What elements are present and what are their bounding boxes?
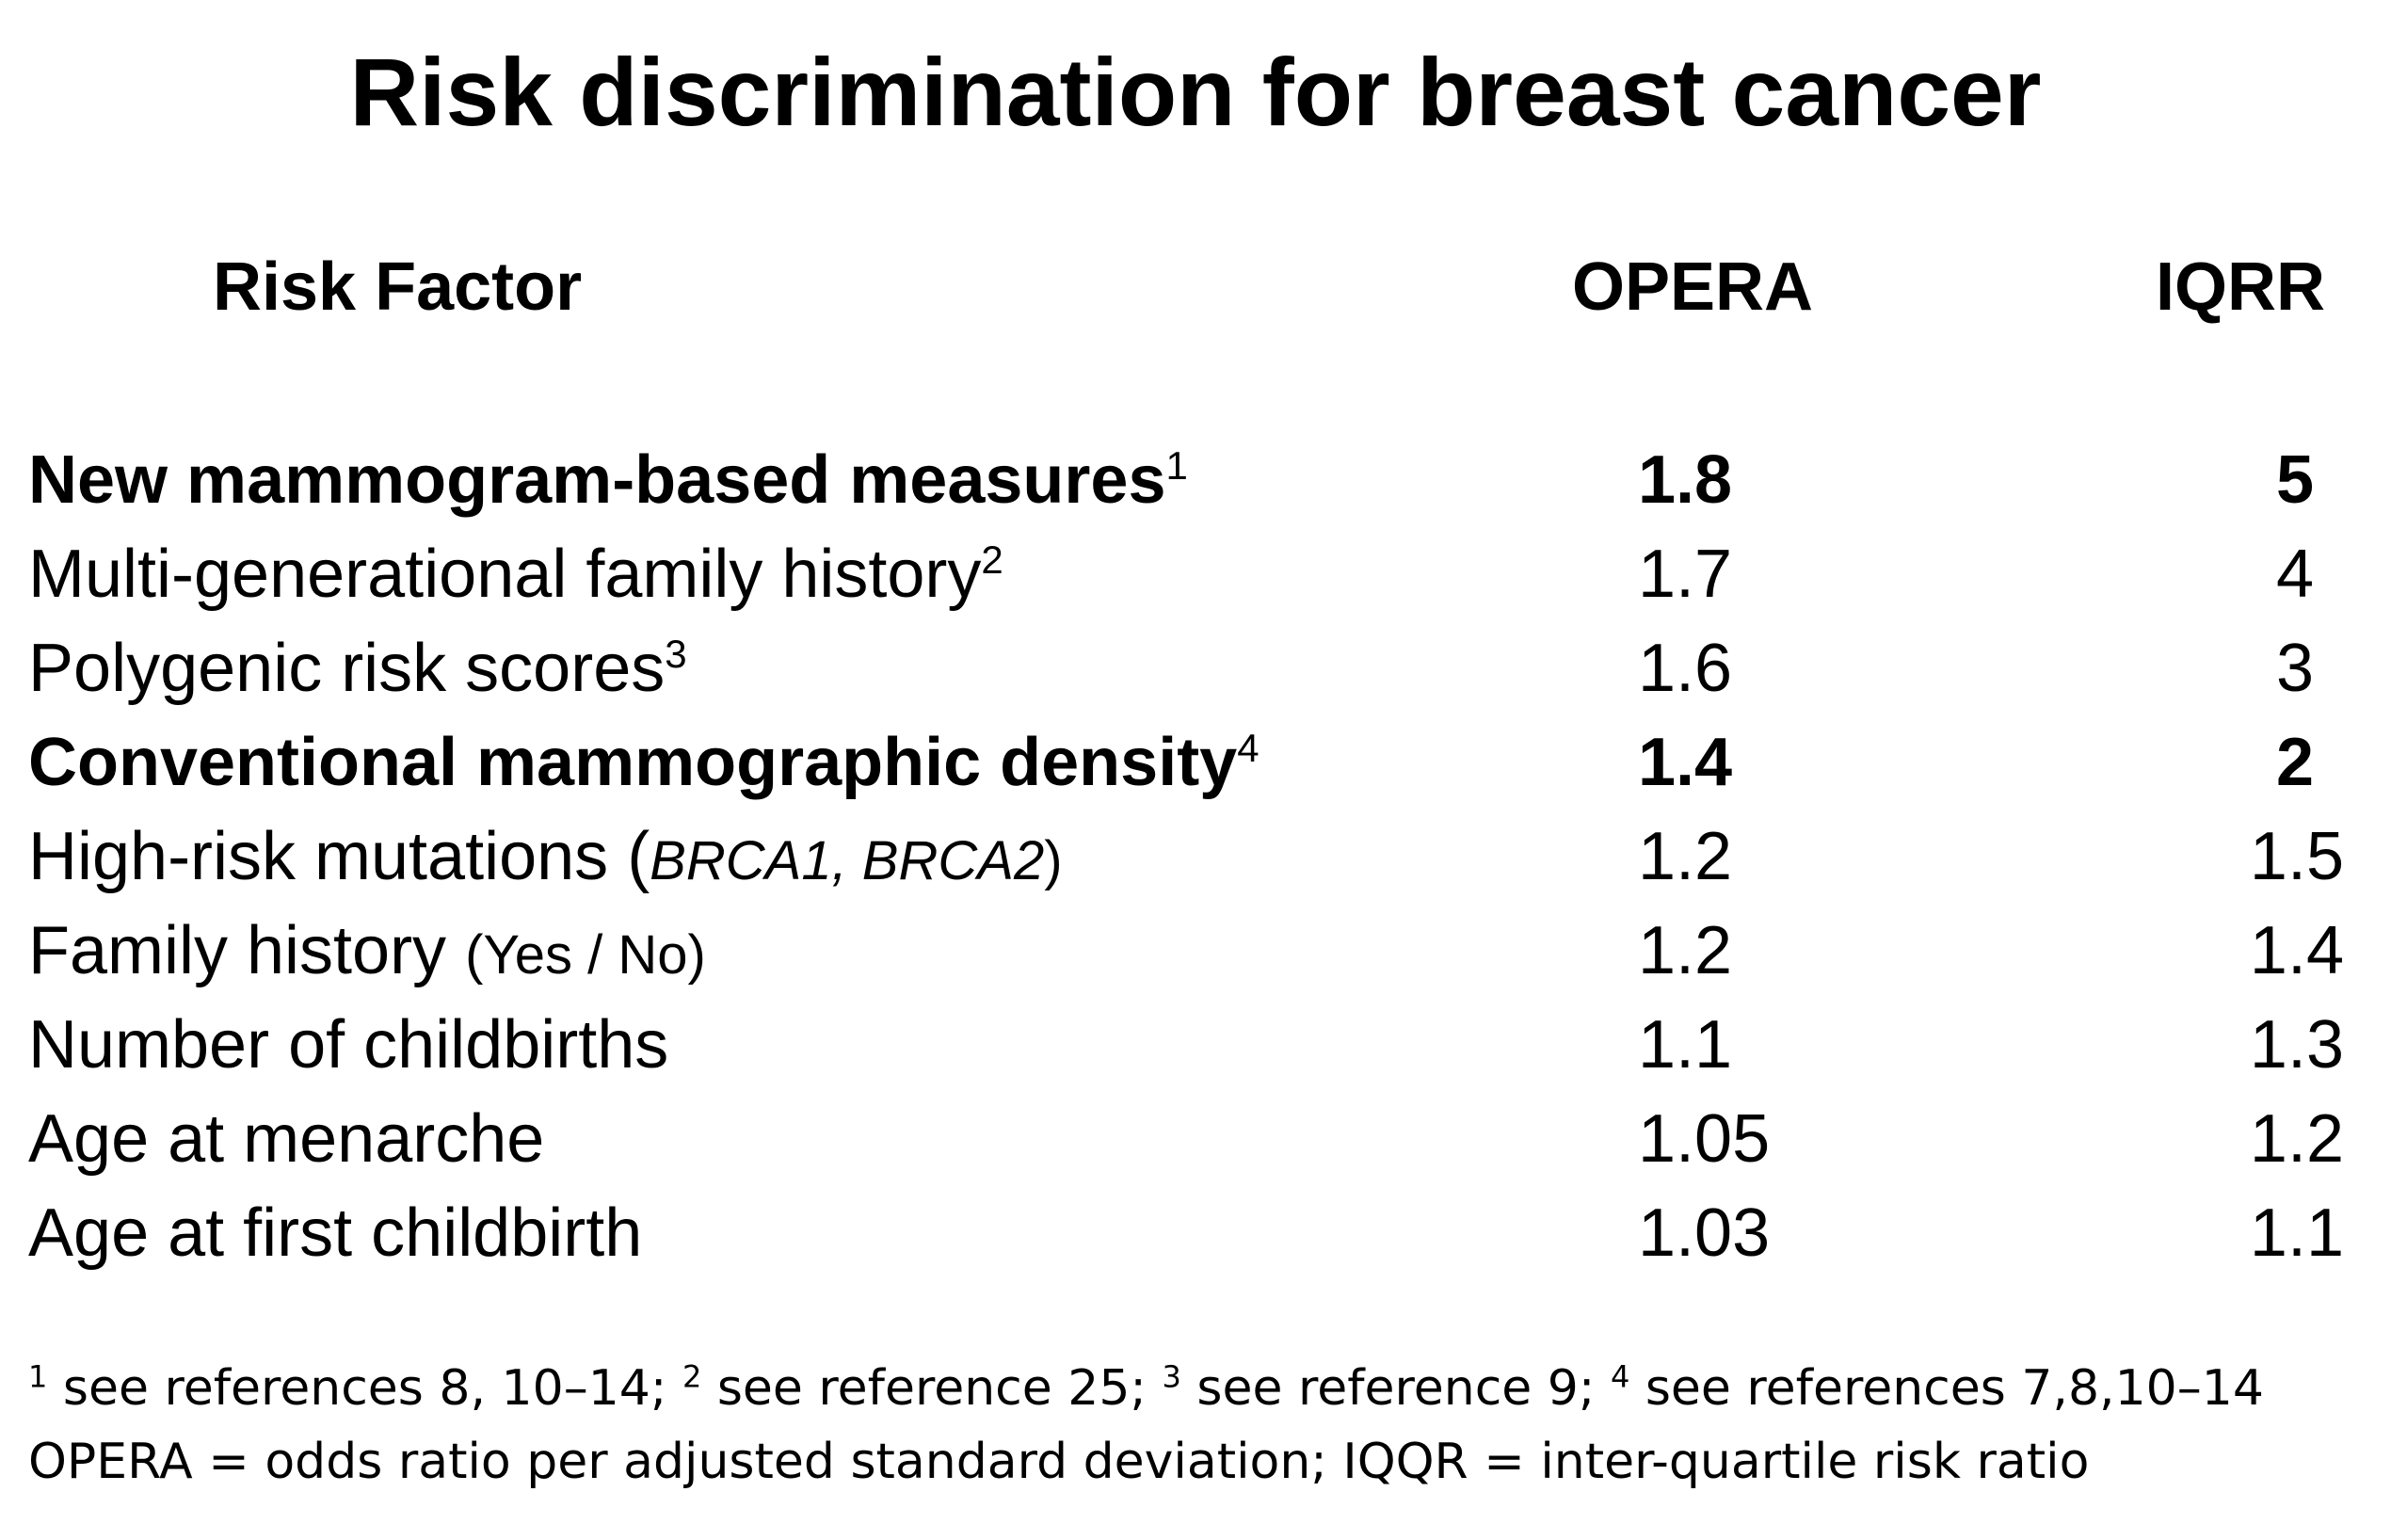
footnote-marker: 3 xyxy=(665,632,687,676)
footnote-abbreviations: OPERA = odds ratio per adjusted standard… xyxy=(28,1434,2090,1490)
risk-factor-label: High-risk mutations ( xyxy=(28,819,650,894)
table-row: Conventional mammographic density4 1.4 2 xyxy=(0,715,2391,810)
opera-value: 1.2 xyxy=(1638,819,1733,894)
table-row: Age at menarche 1.05 1.2 xyxy=(0,1092,2391,1186)
table-row: High-risk mutations (BRCA1, BRCA2) 1.2 1.5 xyxy=(0,810,2391,904)
risk-factor-label: Number of childbirths xyxy=(28,1007,669,1083)
opera-value: 1.1 xyxy=(1638,1007,1733,1083)
footnote-text: see references 8, 10–14; xyxy=(47,1360,682,1417)
risk-factor-cell: Conventional mammographic density4 xyxy=(28,715,1260,810)
risk-factor-cell: Multi-generational family history2 xyxy=(28,527,1003,621)
footnote-sup: 3 xyxy=(1162,1358,1181,1395)
risk-factor-label: Conventional mammographic density xyxy=(28,725,1238,800)
risk-factor-label: Age at first childbirth xyxy=(28,1195,643,1271)
header-risk-factor: Risk Factor xyxy=(213,249,583,325)
iqrr-value: 4 xyxy=(2275,537,2314,612)
iqrr-value: 1.5 xyxy=(2249,819,2344,894)
opera-value: 1.05 xyxy=(1638,1101,1771,1177)
iqrr-value: 2 xyxy=(2275,725,2314,800)
opera-value: 1.2 xyxy=(1638,913,1733,988)
footnote-text: see reference 25; xyxy=(701,1360,1163,1417)
slide-title: Risk discrimination for breast cancer xyxy=(349,39,2042,146)
risk-factor-cell: Polygenic risk scores3 xyxy=(28,621,687,715)
risk-factor-label: New mammogram-based measures xyxy=(28,442,1166,518)
risk-factor-label: Polygenic risk scores xyxy=(28,631,666,706)
opera-value: 1.8 xyxy=(1638,442,1733,518)
risk-factor-label: Multi-generational family history xyxy=(28,537,982,612)
gene-names: BRCA1, BRCA2 xyxy=(650,830,1045,891)
table-row: Polygenic risk scores3 1.6 3 xyxy=(0,621,2391,715)
footnote-sup: 4 xyxy=(1610,1358,1630,1395)
iqrr-value: 3 xyxy=(2275,631,2314,706)
footnote-text: see reference 9; xyxy=(1180,1360,1611,1417)
table-row: Number of childbirths 1.1 1.3 xyxy=(0,998,2391,1092)
risk-factor-cell: High-risk mutations (BRCA1, BRCA2) xyxy=(28,810,1063,908)
risk-factor-cell: Family history (Yes / No) xyxy=(28,904,706,1003)
header-iqrr: IQRR xyxy=(2156,249,2325,325)
header-opera: OPERA xyxy=(1571,249,1814,325)
iqrr-value: 1.3 xyxy=(2249,1007,2344,1083)
risk-factor-label: Age at menarche xyxy=(28,1101,545,1177)
qualifier: (Yes / No) xyxy=(465,924,706,986)
footnote-references: 1 see references 8, 10–14; 2 see referen… xyxy=(28,1356,2264,1421)
iqrr-value: 1.1 xyxy=(2249,1195,2344,1271)
risk-factor-cell: Age at menarche xyxy=(28,1092,544,1186)
iqrr-value: 5 xyxy=(2275,442,2314,518)
footnote-marker: 4 xyxy=(1237,726,1260,770)
risk-factor-cell: Age at first childbirth xyxy=(28,1186,642,1280)
closing-paren: ) xyxy=(1044,830,1063,891)
footnote-marker: 2 xyxy=(981,537,1003,582)
table-row: Age at first childbirth 1.03 1.1 xyxy=(0,1186,2391,1280)
risk-factor-cell: Number of childbirths xyxy=(28,998,668,1092)
table-row: Multi-generational family history2 1.7 4 xyxy=(0,527,2391,621)
opera-value: 1.7 xyxy=(1638,537,1733,612)
iqrr-value: 1.2 xyxy=(2249,1101,2344,1177)
footnote-sup: 2 xyxy=(682,1358,702,1395)
opera-value: 1.4 xyxy=(1638,725,1733,800)
risk-factor-label: Family history xyxy=(28,913,466,988)
table-row: Family history (Yes / No) 1.2 1.4 xyxy=(0,904,2391,998)
iqrr-value: 1.4 xyxy=(2249,913,2344,988)
footnote-marker: 1 xyxy=(1165,443,1188,488)
footnote-sup: 1 xyxy=(28,1358,48,1395)
risk-factor-cell: New mammogram-based measures1 xyxy=(28,433,1188,527)
footnote-text: see references 7,8,10–14 xyxy=(1629,1360,2264,1417)
table-row: New mammogram-based measures1 1.8 5 xyxy=(0,433,2391,527)
opera-value: 1.03 xyxy=(1638,1195,1771,1271)
opera-value: 1.6 xyxy=(1638,631,1733,706)
